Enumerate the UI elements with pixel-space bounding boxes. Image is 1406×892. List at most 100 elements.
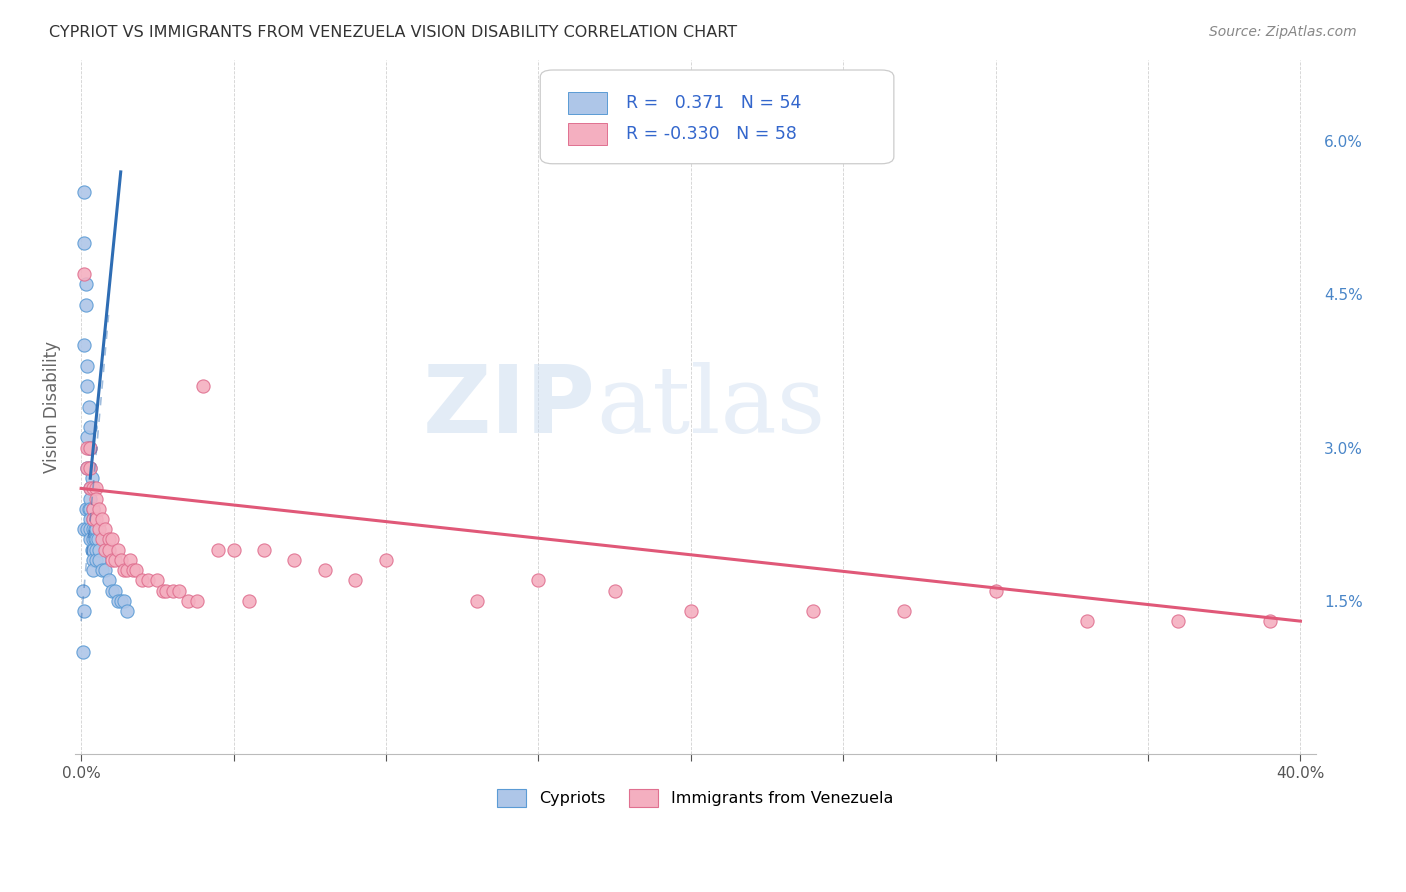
Text: atlas: atlas [596,362,825,451]
FancyBboxPatch shape [568,123,607,145]
Point [104,583,127,598]
Point [73,338,96,352]
Point [112,563,135,577]
Text: CYPRIOT VS IMMIGRANTS FROM VENEZUELA VISION DISABILITY CORRELATION CHART: CYPRIOT VS IMMIGRANTS FROM VENEZUELA VIS… [49,25,737,40]
Point [94,563,117,577]
Point [155,583,177,598]
Point [207,542,229,557]
Point [77,441,100,455]
Point [527,574,550,588]
Point [238,593,260,607]
Point [222,542,245,557]
Point [79,420,101,434]
Point [344,574,367,588]
Point [79,461,101,475]
Point [79,512,101,526]
Point [80,542,103,557]
Point [82,563,104,577]
Point [79,461,101,475]
Point [314,563,336,577]
Point [86,512,108,526]
Point [79,501,101,516]
Point [82,512,104,526]
Point [79,441,101,455]
Point [75,501,97,516]
Point [82,542,104,557]
Point [186,593,208,607]
Point [1258,614,1281,628]
Point [82,501,104,516]
Point [100,583,122,598]
Point [100,533,122,547]
Legend: Cypriots, Immigrants from Venezuela: Cypriots, Immigrants from Venezuela [489,780,901,815]
Text: R =   0.371   N = 54: R = 0.371 N = 54 [626,95,801,112]
Point [82,522,104,536]
Point [467,593,489,607]
Point [73,604,96,618]
Point [115,563,138,577]
Point [104,553,127,567]
Point [80,471,103,485]
Point [374,553,396,567]
Point [79,482,101,496]
Point [91,563,114,577]
Y-axis label: Vision Disability: Vision Disability [44,341,60,473]
Point [253,542,276,557]
Text: R = -0.330   N = 58: R = -0.330 N = 58 [626,125,797,143]
Point [89,501,111,516]
Point [801,604,824,618]
Point [136,574,159,588]
Point [97,574,120,588]
Point [83,533,105,547]
Point [177,593,200,607]
Point [146,574,169,588]
Point [72,583,94,598]
Point [79,482,101,496]
Point [79,533,101,547]
Point [97,533,120,547]
Point [100,553,122,567]
Point [79,441,101,455]
Text: Source: ZipAtlas.com: Source: ZipAtlas.com [1209,25,1357,39]
Point [76,379,98,393]
Point [603,583,626,598]
Point [82,482,104,496]
Point [86,491,108,506]
Point [87,533,110,547]
Point [76,522,98,536]
Point [110,553,132,567]
Point [75,277,97,292]
Point [86,522,108,536]
Point [77,400,100,414]
Point [167,583,190,598]
Point [97,542,120,557]
Point [73,267,96,281]
Point [107,542,129,557]
Point [107,593,129,607]
Point [86,553,108,567]
Point [77,501,100,516]
Point [131,574,153,588]
Point [91,512,114,526]
Point [79,491,101,506]
Point [89,542,111,557]
Point [112,593,135,607]
Point [191,379,214,393]
Point [89,522,111,536]
Point [125,563,148,577]
Point [73,522,96,536]
Point [82,501,104,516]
Point [76,461,98,475]
Point [283,553,305,567]
Point [75,298,97,312]
Point [94,522,117,536]
Point [1167,614,1189,628]
Point [73,186,96,200]
Point [1076,614,1098,628]
Point [115,604,138,618]
Point [72,645,94,659]
Point [89,553,111,567]
Point [76,430,98,444]
Point [79,522,101,536]
Point [82,512,104,526]
